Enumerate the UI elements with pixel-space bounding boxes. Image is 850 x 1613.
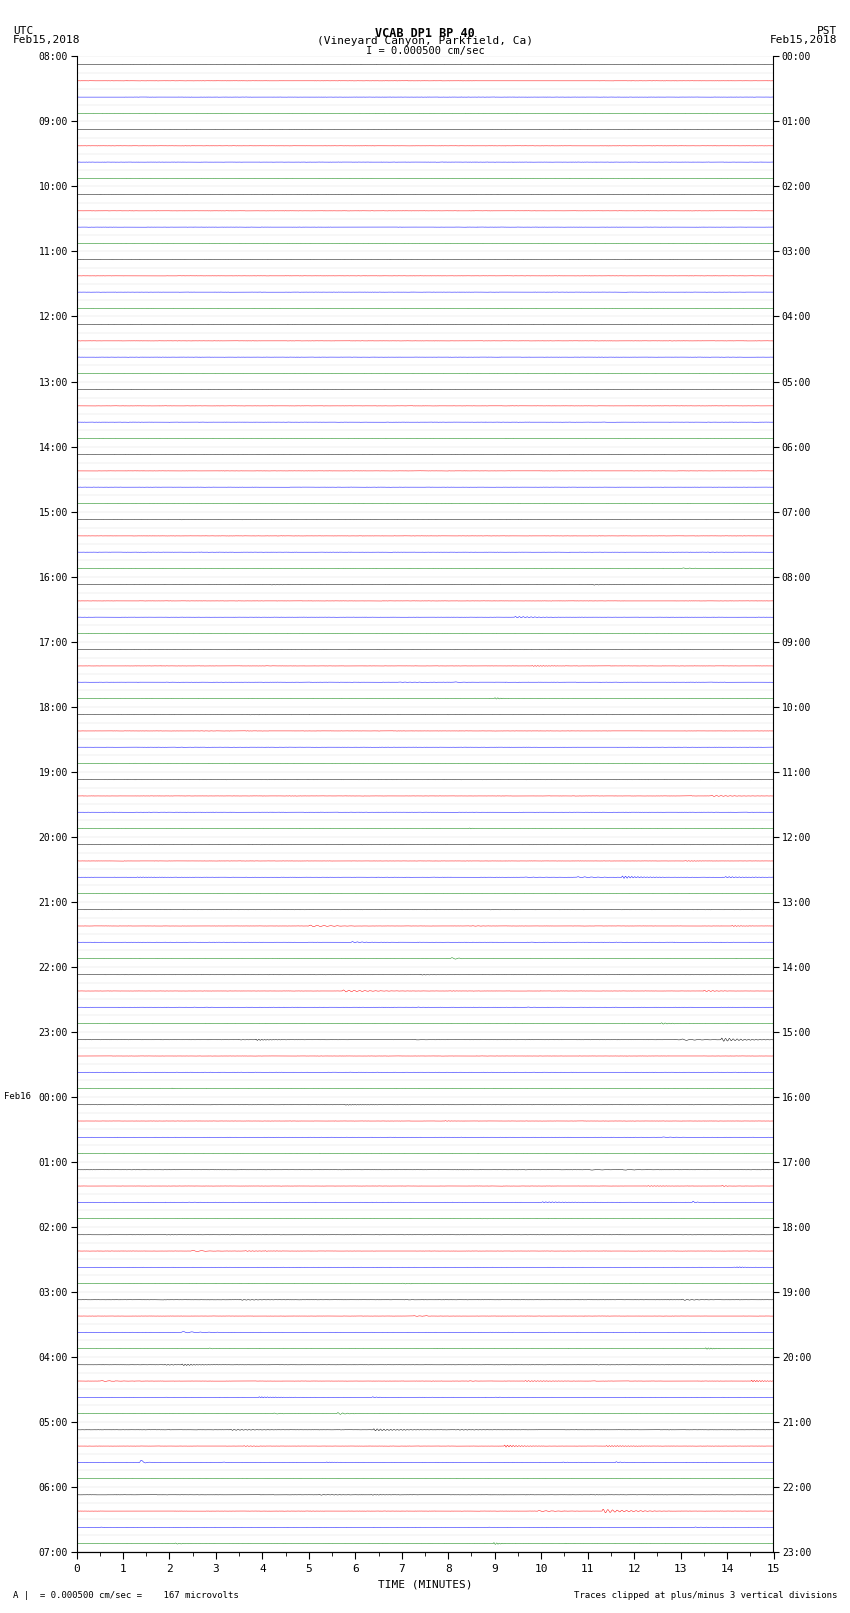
Text: VCAB DP1 BP 40: VCAB DP1 BP 40: [375, 26, 475, 40]
Text: UTC: UTC: [13, 26, 33, 35]
X-axis label: TIME (MINUTES): TIME (MINUTES): [377, 1579, 473, 1589]
Text: I = 0.000500 cm/sec: I = 0.000500 cm/sec: [366, 45, 484, 56]
Text: (Vineyard Canyon, Parkfield, Ca): (Vineyard Canyon, Parkfield, Ca): [317, 37, 533, 47]
Text: PST: PST: [817, 26, 837, 35]
Text: Traces clipped at plus/minus 3 vertical divisions: Traces clipped at plus/minus 3 vertical …: [574, 1590, 837, 1600]
Text: Feb16: Feb16: [4, 1092, 31, 1102]
Text: A |  = 0.000500 cm/sec =    167 microvolts: A | = 0.000500 cm/sec = 167 microvolts: [13, 1590, 239, 1600]
Text: Feb15,2018: Feb15,2018: [13, 35, 80, 45]
Text: Feb15,2018: Feb15,2018: [770, 35, 837, 45]
